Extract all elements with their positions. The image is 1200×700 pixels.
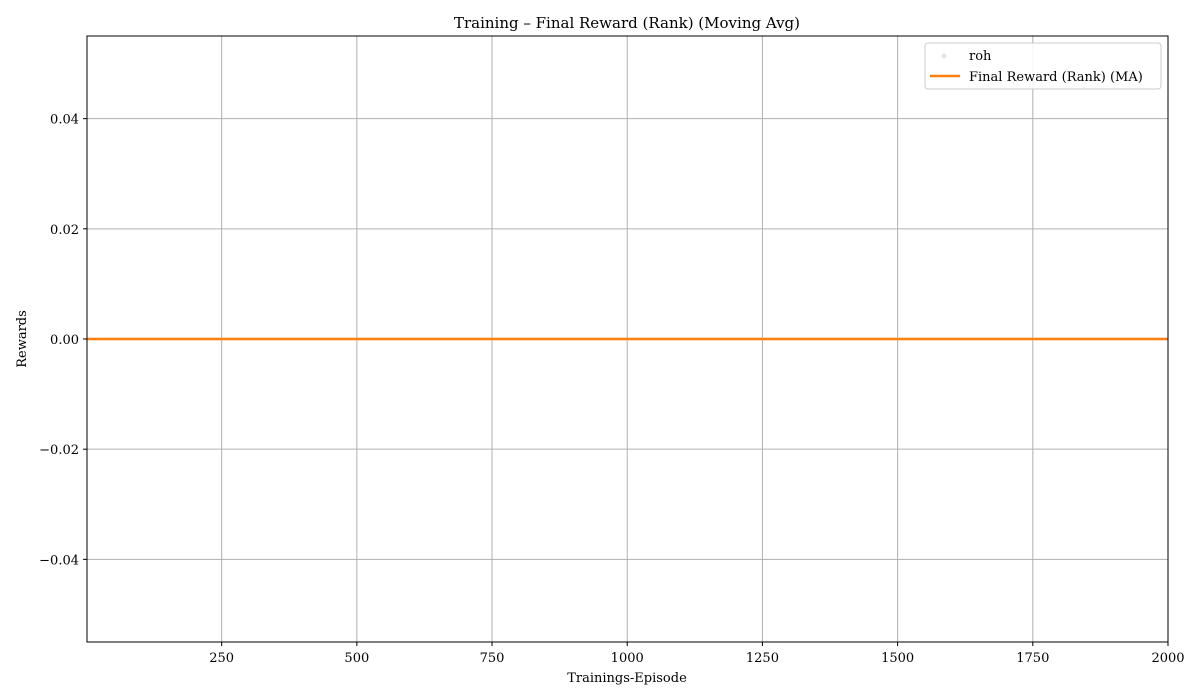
legend-box bbox=[924, 42, 1162, 90]
x-tick-label: 1750 bbox=[1016, 651, 1049, 666]
x-axis-ticks: 250 500 750 1000 1250 1500 1750 2000 bbox=[209, 642, 1185, 666]
x-tick-label: 250 bbox=[209, 651, 234, 666]
y-tick-label: 0.02 bbox=[50, 223, 79, 238]
y-tick-label: 0.04 bbox=[50, 113, 79, 128]
legend-label-roh: roh bbox=[969, 49, 992, 64]
y-tick-label: −0.02 bbox=[39, 443, 79, 458]
x-tick-label: 750 bbox=[480, 651, 505, 666]
y-tick-label: −0.04 bbox=[39, 553, 79, 568]
chart-title: Training – Final Reward (Rank) (Moving A… bbox=[454, 14, 800, 32]
x-axis-label: Trainings-Episode bbox=[567, 671, 687, 686]
x-tick-label: 2000 bbox=[1151, 651, 1184, 666]
legend-marker-roh bbox=[941, 53, 947, 59]
x-tick-label: 500 bbox=[344, 651, 369, 666]
legend: roh Final Reward (Rank) (MA) bbox=[924, 42, 1162, 90]
legend-label-ma: Final Reward (Rank) (MA) bbox=[969, 70, 1143, 85]
x-tick-label: 1000 bbox=[611, 651, 644, 666]
x-tick-label: 1500 bbox=[881, 651, 914, 666]
x-tick-label: 1250 bbox=[746, 651, 779, 666]
y-axis-label: Rewards bbox=[15, 310, 30, 368]
y-tick-label: 0.00 bbox=[50, 333, 79, 348]
y-axis-ticks: −0.04 −0.02 0.00 0.02 0.04 bbox=[39, 113, 87, 568]
